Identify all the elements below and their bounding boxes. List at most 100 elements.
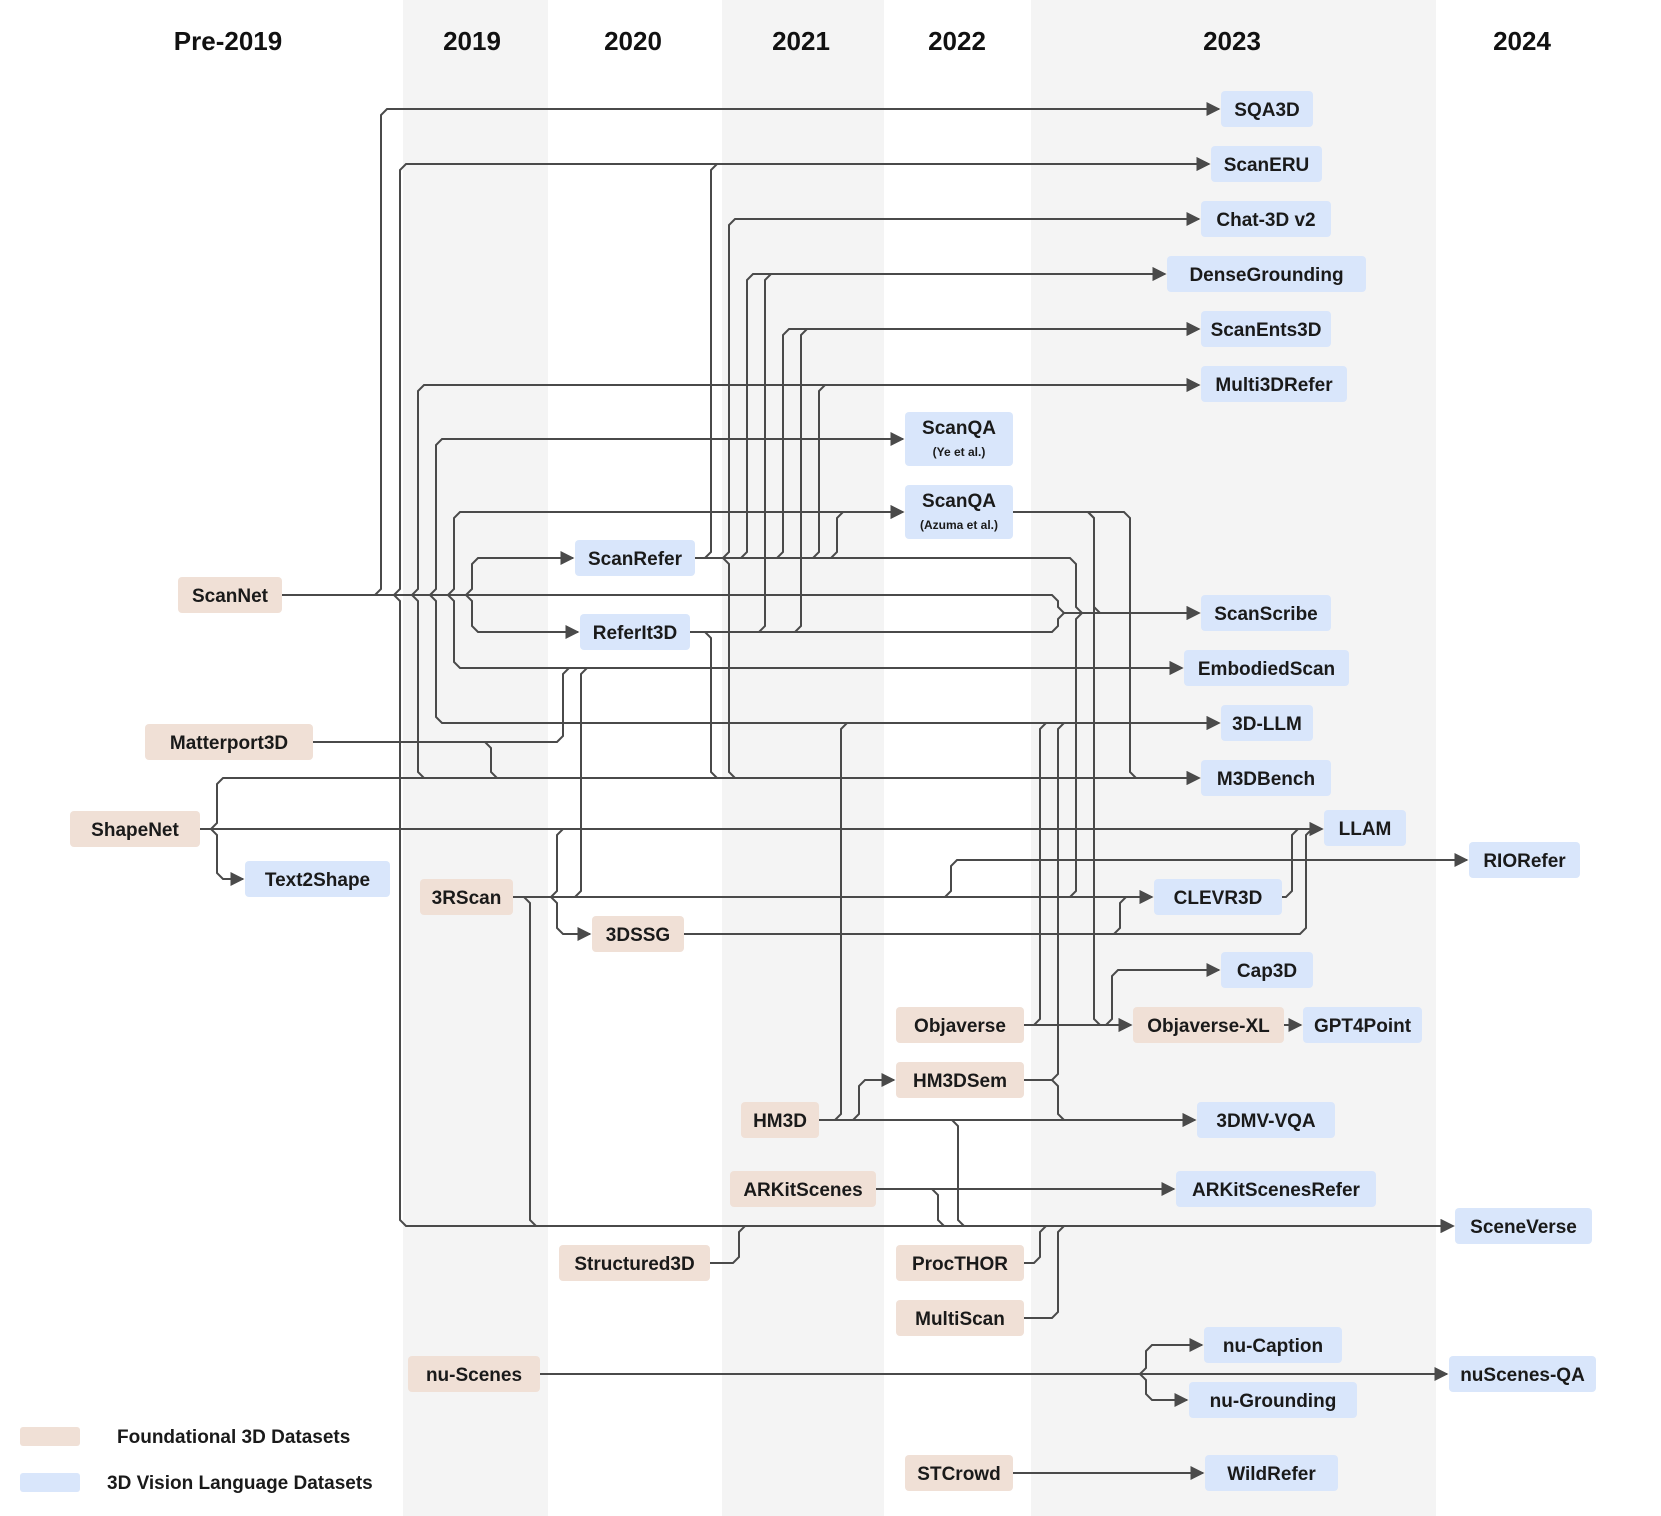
dataset-node-label: ShapeNet — [91, 820, 179, 841]
dataset-node-hm3d: HM3D — [741, 1102, 819, 1138]
dataset-node-3dssg: 3DSSG — [592, 916, 684, 952]
dataset-node-box — [896, 1245, 1024, 1281]
dataset-node-box — [1201, 595, 1331, 631]
dataset-node-box — [1205, 1455, 1338, 1491]
dataset-node-box — [905, 412, 1013, 466]
dataset-node-label: nu-Grounding — [1210, 1391, 1337, 1412]
dataset-node-box — [1189, 1382, 1357, 1418]
dataset-node-label: ScanRefer — [588, 549, 683, 570]
dataset-node-label: Structured3D — [574, 1254, 694, 1275]
dataset-node-label: Chat-3D v2 — [1216, 210, 1315, 231]
year-header-2019: 2019 — [443, 26, 501, 56]
dataset-node-label: HM3DSem — [913, 1071, 1007, 1092]
dataset-node-label: Objaverse — [914, 1016, 1006, 1037]
dataset-node-box — [1167, 256, 1366, 292]
dataset-node-label: DenseGrounding — [1189, 265, 1343, 286]
dataset-node-box — [741, 1102, 819, 1138]
dataset-node-box — [1469, 842, 1580, 878]
dataset-node-label: ScanERU — [1224, 155, 1310, 176]
dataset-node-label: Matterport3D — [170, 733, 288, 754]
dataset-node-label: STCrowd — [917, 1464, 1000, 1485]
year-header-2022: 2022 — [928, 26, 986, 56]
dataset-node-box — [1211, 146, 1322, 182]
dataset-node-box — [905, 1455, 1013, 1491]
dataset-node-box — [896, 1062, 1024, 1098]
year-header-2021: 2021 — [772, 26, 830, 56]
dataset-node-riorefer: RIORefer — [1469, 842, 1580, 878]
edge-shapenet-to-text2shape — [200, 828, 245, 886]
dataset-node-scanscribe: ScanScribe — [1201, 595, 1331, 631]
dataset-node-label: nuScenes-QA — [1460, 1365, 1585, 1386]
dataset-node-box — [1303, 1007, 1422, 1043]
dataset-node-box — [1449, 1356, 1596, 1392]
dataset-node-3rscan: 3RScan — [420, 879, 513, 915]
dataset-node-box — [730, 1171, 876, 1207]
dataset-node-label: Multi3DRefer — [1215, 375, 1333, 396]
dataset-node-box — [1201, 311, 1331, 347]
dataset-node-box — [1184, 650, 1349, 686]
dataset-node-box — [592, 916, 684, 952]
edge-clevr3d-to-llam — [1282, 822, 1324, 898]
dataset-node-label: Objaverse-XL — [1147, 1016, 1270, 1037]
dataset-node-arkitscenes: ARKitScenes — [730, 1171, 876, 1207]
dataset-node-scanents3d: ScanEnts3D — [1201, 311, 1331, 347]
dataset-node-multi3drefer: Multi3DRefer — [1201, 366, 1347, 402]
legend-swatch-foundational — [20, 1427, 80, 1446]
dataset-node-sublabel: (Ye et al.) — [933, 445, 986, 459]
dataset-node-nuscenes-qa: nuScenes-QA — [1449, 1356, 1596, 1392]
dataset-node-box — [1201, 760, 1331, 796]
dataset-node-box — [1133, 1007, 1284, 1043]
dataset-node-label: ProcTHOR — [912, 1254, 1008, 1275]
year-band-1 — [722, 0, 884, 1516]
dataset-node-label: ARKitScenesRefer — [1192, 1180, 1360, 1201]
dataset-node-label: LLAM — [1339, 819, 1392, 840]
dataset-node-box — [70, 811, 200, 847]
dataset-node-label: RIORefer — [1483, 851, 1566, 872]
dataset-node-label: ScanNet — [192, 586, 269, 607]
dataset-node-box — [1204, 1327, 1342, 1363]
dataset-node-nu-caption: nu-Caption — [1204, 1327, 1342, 1363]
year-headers: Pre-2019 2019 2020 2021 2022 2023 2024 — [174, 26, 1552, 56]
dataset-node-stcrowd: STCrowd — [905, 1455, 1013, 1491]
dataset-node-label: 3DMV-VQA — [1216, 1111, 1316, 1132]
dataset-node-densegrounding: DenseGrounding — [1167, 256, 1366, 292]
edge-structured3d-to-sceneverse — [710, 1219, 1455, 1264]
dataset-node-label: ScanQA — [922, 491, 996, 512]
dataset-node-sceneverse: SceneVerse — [1455, 1208, 1592, 1244]
dataset-node-label: CLEVR3D — [1174, 888, 1263, 909]
dataset-node-objaverse: Objaverse — [896, 1007, 1024, 1043]
dataset-node-box — [896, 1007, 1024, 1043]
dataset-node-label: MultiScan — [915, 1309, 1005, 1330]
dataset-node-label: Cap3D — [1237, 961, 1297, 982]
dataset-node-box — [1221, 91, 1313, 127]
dataset-node-box — [1201, 366, 1347, 402]
dataset-node-box — [178, 577, 282, 613]
dataset-node-label: ReferIt3D — [593, 623, 677, 644]
dataset-node-label: nu-Scenes — [426, 1365, 522, 1386]
dataset-node-label: HM3D — [753, 1111, 807, 1132]
dataset-node-embodiedscan: EmbodiedScan — [1184, 650, 1349, 686]
dataset-node-box — [1197, 1102, 1335, 1138]
dataset-node-3dmv-vqa: 3DMV-VQA — [1197, 1102, 1335, 1138]
dataset-node-hm3dsem: HM3DSem — [896, 1062, 1024, 1098]
dataset-node-nu-grounding: nu-Grounding — [1189, 1382, 1357, 1418]
dataset-node-m3dbench: M3DBench — [1201, 760, 1331, 796]
dataset-node-label: SceneVerse — [1470, 1217, 1577, 1238]
dataset-node-label: ARKitScenes — [743, 1180, 862, 1201]
edge-nuscenes-to-nugrounding — [540, 1373, 1189, 1407]
dataset-node-label: nu-Caption — [1223, 1336, 1323, 1357]
dataset-node-label: 3RScan — [432, 888, 502, 909]
dataset-node-box — [145, 724, 313, 760]
edge-hm3dsem-to-3dmvvqa — [1024, 1079, 1197, 1127]
dataset-node-text2shape: Text2Shape — [245, 861, 390, 897]
dataset-node-label: 3DSSG — [606, 925, 670, 946]
dataset-node-label: M3DBench — [1217, 769, 1315, 790]
dataset-node-label: ScanQA — [922, 418, 996, 439]
dataset-node-nu-scenes: nu-Scenes — [408, 1356, 540, 1392]
dataset-node-box — [1154, 879, 1282, 915]
year-bands — [403, 0, 1436, 1516]
dataset-node-label: ScanScribe — [1214, 604, 1318, 625]
dataset-node-objaverse-xl: Objaverse-XL — [1133, 1007, 1284, 1043]
dataset-node-sqa3d: SQA3D — [1221, 91, 1313, 127]
dataset-connections — [200, 102, 1469, 1480]
